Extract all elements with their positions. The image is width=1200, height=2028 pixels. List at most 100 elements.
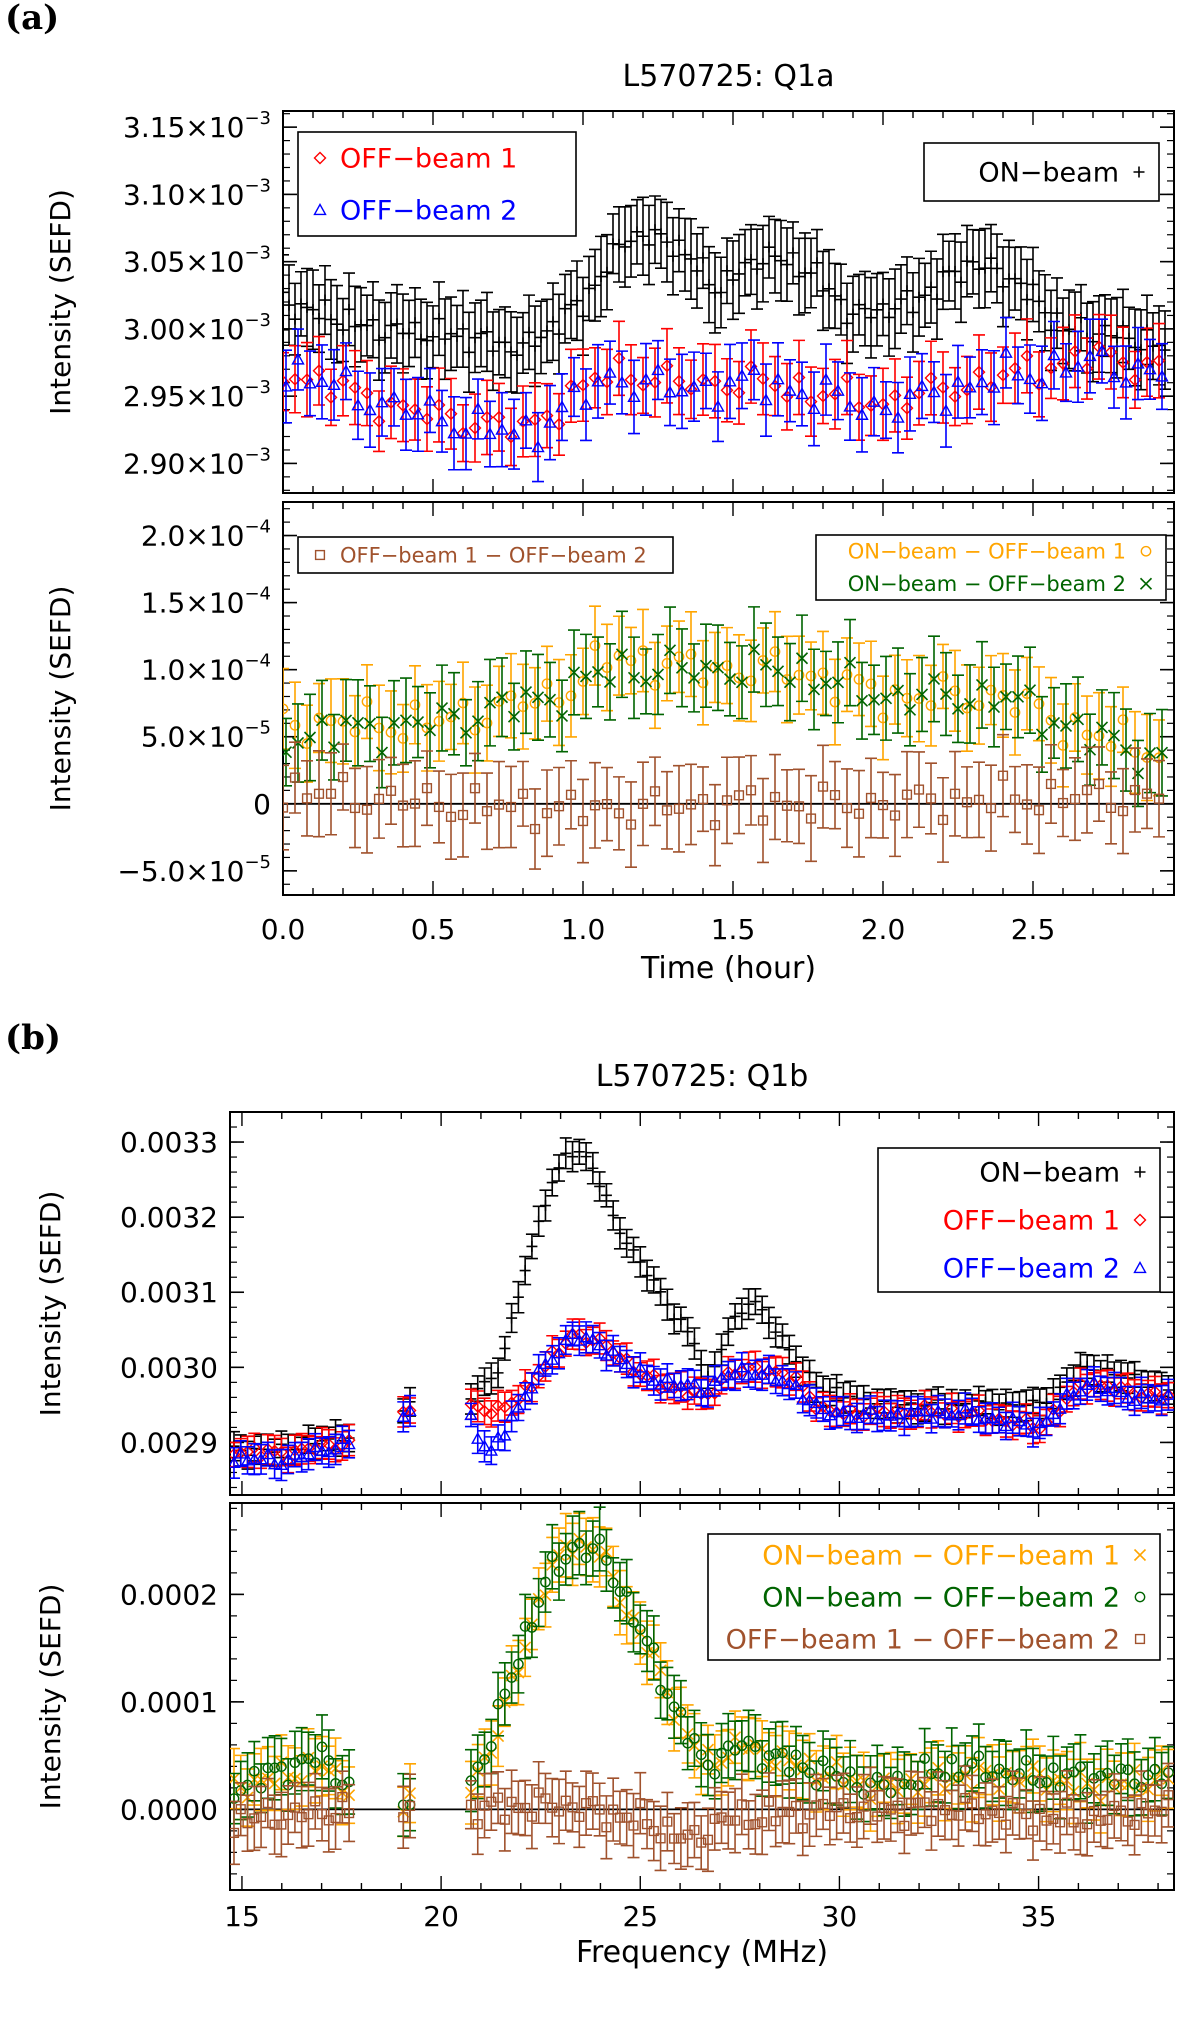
data-point: [783, 1766, 795, 1778]
data-point: [553, 1566, 565, 1577]
legend: ON−beam − OFF−beam 1 ON−beam − OFF−beam 2…: [707, 1533, 1161, 1661]
data-point: [953, 1810, 964, 1821]
data-point: [543, 693, 557, 706]
data-point: [673, 651, 685, 663]
data-point: [1057, 740, 1069, 751]
error-bar: [613, 320, 625, 397]
data-point: [858, 1801, 869, 1812]
error-bar: [1093, 313, 1105, 380]
data-point: [843, 399, 857, 412]
error-bar: [647, 1365, 660, 1396]
error-bar: [519, 1779, 532, 1837]
error-bar: [661, 1363, 674, 1393]
error-bar: [1115, 1376, 1128, 1408]
data-point: [391, 318, 403, 330]
data-point: [980, 1771, 991, 1783]
data-point: [603, 675, 617, 688]
y-tick-exponent: −3: [244, 310, 271, 331]
error-bar: [1033, 1775, 1046, 1842]
data-point: [709, 1768, 721, 1780]
data-point: [1027, 278, 1039, 290]
data-point: [1021, 799, 1033, 810]
data-point: [499, 1814, 510, 1825]
error-bar: [1087, 1779, 1100, 1843]
error-bar: [769, 1368, 782, 1395]
data-point: [589, 640, 601, 651]
error-bar: [1153, 759, 1165, 838]
error-bar: [928, 360, 940, 424]
y-tick-label: 0.0031: [120, 1276, 218, 1309]
data-point: [1048, 1813, 1059, 1825]
data-point: [673, 803, 685, 814]
data-point: [472, 1761, 484, 1773]
data-point: [589, 279, 601, 291]
data-point: [499, 1342, 511, 1354]
error-bar: [1162, 1378, 1174, 1411]
data-point: [1039, 307, 1051, 319]
error-bar: [295, 1785, 308, 1849]
data-point: [587, 1796, 598, 1807]
y-tick-mantissa: 0.0029: [120, 1426, 218, 1459]
data-point: [583, 282, 595, 294]
data-point: [574, 1811, 585, 1822]
data-point: [411, 407, 425, 420]
data-point: [741, 1368, 756, 1381]
data-point: [811, 257, 823, 269]
data-point: [965, 1404, 979, 1417]
error-bar: [607, 1334, 620, 1367]
data-point: [727, 274, 739, 286]
data-point: [877, 1408, 891, 1421]
data-point: [255, 1811, 267, 1823]
error-bar: [856, 376, 868, 453]
error-bar: [352, 370, 364, 441]
legend-marker: [1140, 545, 1152, 557]
x-axis-label: Time (hour): [640, 951, 816, 986]
data-point: [580, 1151, 592, 1163]
data-point: [945, 1408, 959, 1421]
data-point: [655, 1684, 666, 1696]
data-point: [759, 393, 773, 406]
error-bar: [1081, 1791, 1094, 1857]
error-bar: [993, 1785, 1006, 1841]
error-bar: [722, 1360, 735, 1390]
data-point: [1047, 716, 1061, 729]
error-bar: [652, 339, 664, 401]
x-tick-label: 2.0: [861, 913, 906, 946]
data-point: [804, 1809, 815, 1820]
error-bar: [520, 391, 532, 450]
data-point: [735, 1360, 749, 1373]
data-point: [919, 289, 931, 301]
error-bar: [793, 768, 805, 845]
data-point: [513, 1802, 524, 1814]
data-point: [315, 714, 329, 727]
data-point: [926, 1815, 937, 1827]
data-point: [242, 1779, 253, 1791]
data-point: [567, 1151, 579, 1163]
error-bar: [997, 733, 1009, 818]
data-point: [499, 336, 511, 348]
error-bar: [892, 381, 904, 454]
data-point: [699, 373, 713, 387]
data-point: [787, 247, 799, 259]
data-point: [997, 770, 1009, 781]
error-bar: [745, 329, 757, 404]
error-bar: [742, 1363, 755, 1388]
data-point: [519, 1621, 531, 1632]
data-point: [421, 335, 433, 347]
data-point: [404, 1800, 416, 1812]
error-bar: [329, 1433, 342, 1466]
data-point: [634, 1624, 646, 1635]
error-bar: [409, 665, 421, 745]
y-tick-mantissa: −5.0×10: [117, 855, 244, 888]
error-bar: [566, 1321, 579, 1347]
data-point: [363, 717, 377, 730]
error-bar: [832, 361, 844, 421]
data-point: [315, 374, 329, 387]
data-point: [620, 1357, 634, 1370]
data-point: [1115, 1763, 1127, 1775]
data-point: [641, 1270, 653, 1282]
y-tick-exponent: −3: [244, 444, 271, 465]
data-point: [721, 1368, 735, 1381]
data-point: [770, 1816, 781, 1827]
data-point: [790, 1800, 802, 1812]
